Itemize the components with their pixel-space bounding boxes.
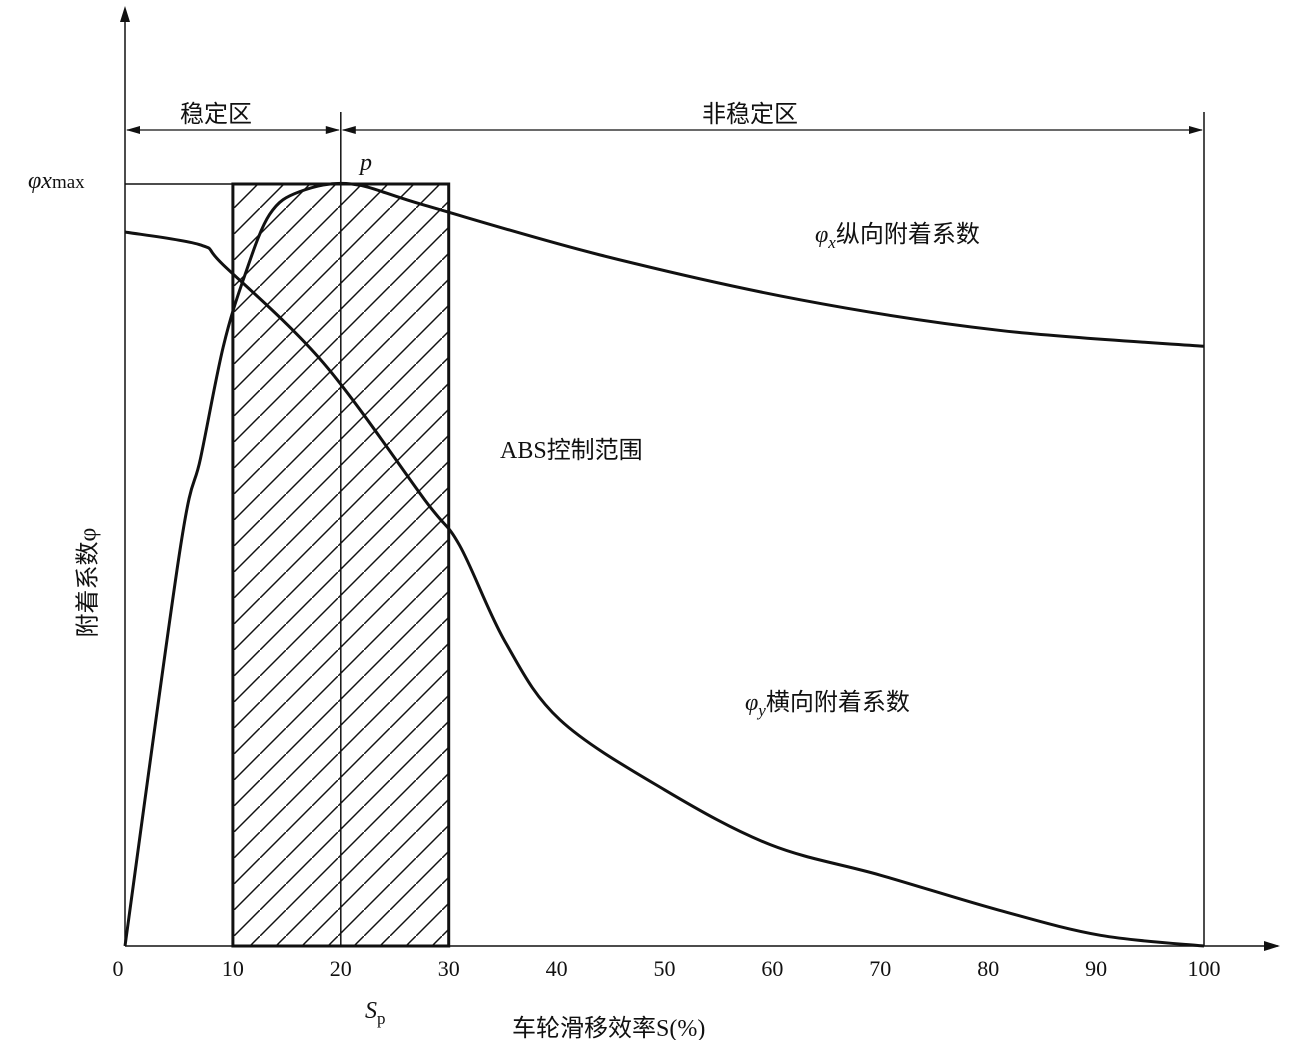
x-tick-label: 60 (761, 956, 784, 981)
x-tick-label: 40 (545, 956, 568, 981)
x-axis-label: 车轮滑移效率S(%) (512, 1016, 706, 1040)
series-line-x-curve (123, 181, 1205, 947)
x-tick-label: 80 (977, 956, 1000, 981)
x-tick-label: 100 (1187, 956, 1221, 981)
x-tick-label: 70 (869, 956, 892, 981)
x-tick-label: 10 (221, 956, 244, 981)
series-label-phi-x: φx纵向附着系数 (815, 222, 980, 252)
x-tick-label: 0 (112, 956, 124, 981)
sp-label: Sp (365, 998, 386, 1028)
peak-label: p (360, 150, 372, 176)
phi-x-max-label: φxmax (28, 168, 85, 194)
stable-region-label: 稳定区 (180, 102, 252, 128)
series-label-phi-y: φy横向附着系数 (745, 690, 910, 720)
x-tick-label: 50 (653, 956, 676, 981)
x-tick-label: 30 (437, 956, 460, 981)
y-axis-arrow (120, 6, 130, 22)
x-tick-label: 90 (1085, 956, 1108, 981)
abs-range-label: ABS控制范围 (500, 438, 643, 464)
series-line-y-curve (124, 230, 1205, 948)
unstable-region-label: 非稳定区 (702, 102, 798, 128)
x-axis-arrow (1264, 941, 1280, 951)
y-axis-label: 附着系数φ (75, 527, 102, 638)
x-tick-label: 20 (329, 956, 352, 981)
